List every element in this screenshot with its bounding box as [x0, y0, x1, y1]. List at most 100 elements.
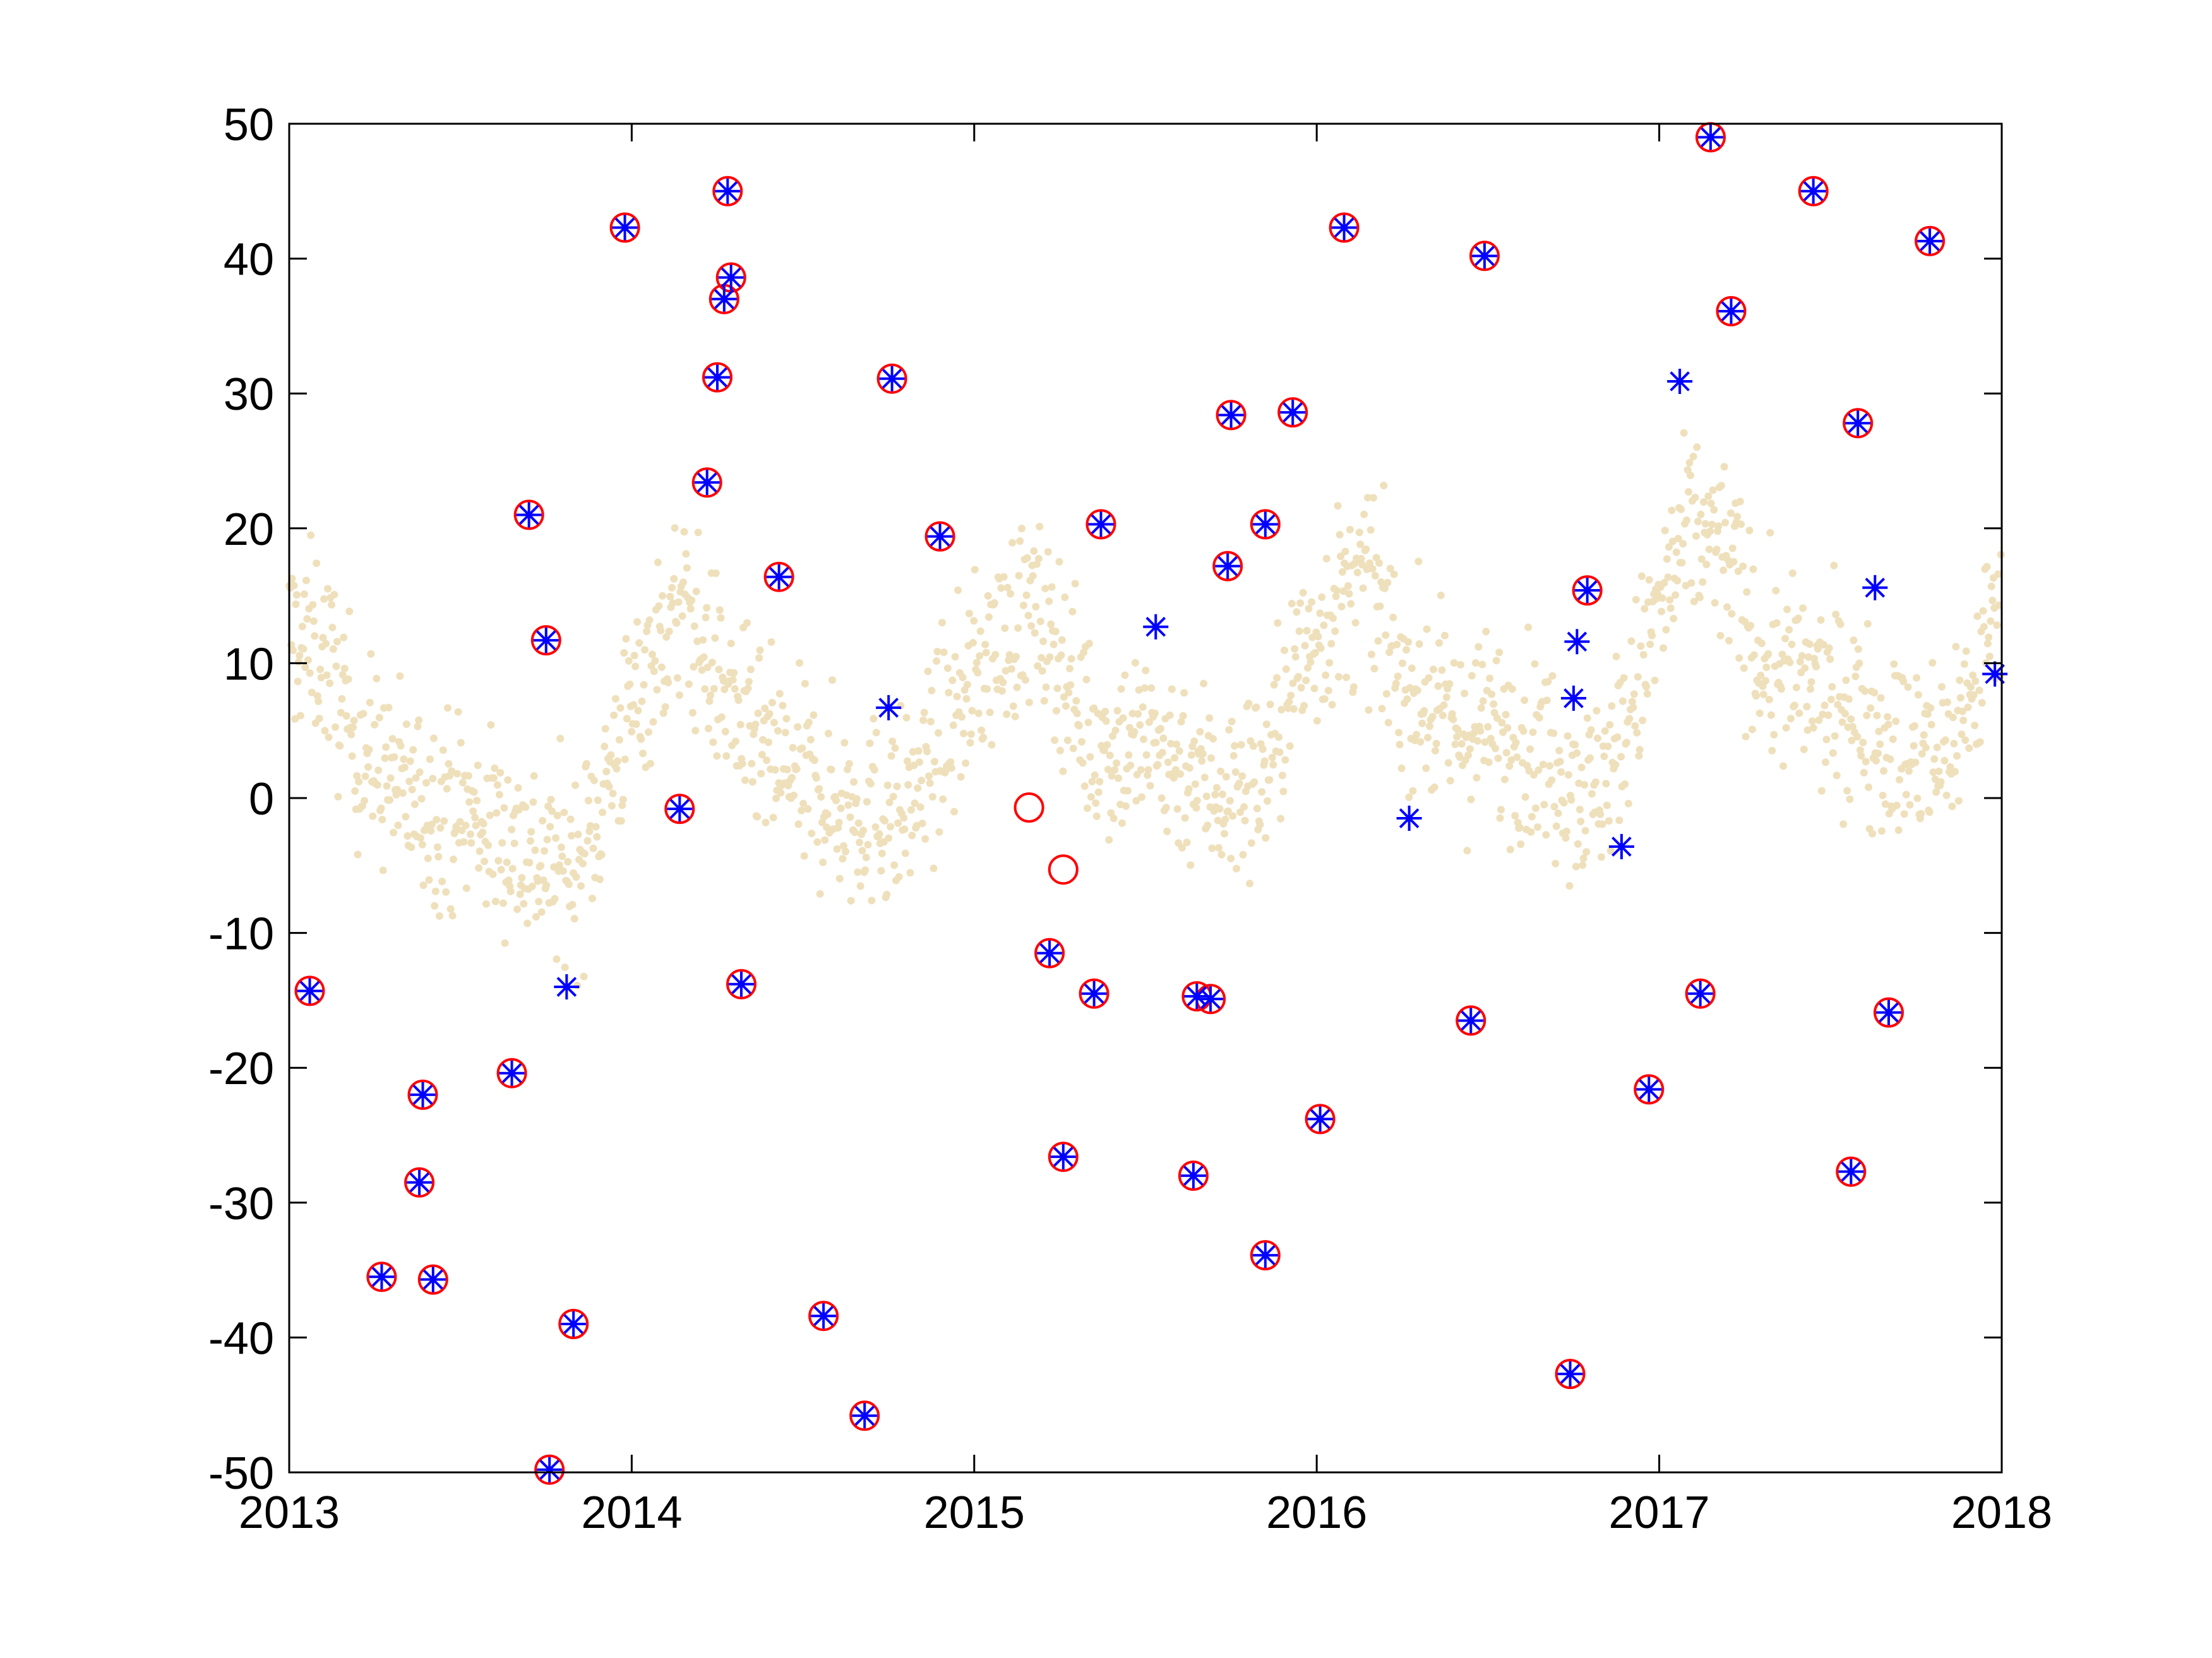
background-point	[807, 736, 815, 744]
background-point	[1548, 672, 1557, 680]
background-point	[332, 662, 340, 671]
background-point	[553, 955, 561, 963]
background-point	[1059, 767, 1067, 775]
background-point	[982, 648, 990, 657]
background-point	[678, 612, 686, 620]
background-point	[565, 880, 573, 888]
background-point	[1717, 482, 1725, 490]
background-point	[1328, 701, 1336, 709]
background-point	[957, 773, 965, 781]
asterisk-marker	[1252, 1243, 1278, 1268]
background-point	[866, 780, 875, 788]
background-point	[458, 778, 467, 787]
background-point	[381, 754, 389, 762]
background-point	[1577, 818, 1585, 825]
background-point	[1270, 681, 1278, 689]
background-point	[1027, 622, 1036, 630]
background-point	[693, 637, 702, 645]
asterisk-marker	[554, 974, 580, 1000]
background-point	[1706, 527, 1714, 535]
background-point	[1956, 676, 1964, 684]
background-point	[1933, 743, 1941, 751]
background-point	[854, 819, 863, 827]
background-point	[1987, 617, 1995, 625]
background-point	[645, 728, 652, 736]
background-point	[330, 590, 338, 599]
background-point	[1646, 640, 1654, 648]
background-point	[1506, 845, 1514, 854]
background-point	[1750, 651, 1758, 659]
background-point	[1370, 494, 1377, 502]
background-point	[979, 734, 988, 742]
background-point	[1637, 642, 1645, 650]
background-point	[648, 650, 656, 659]
background-point	[823, 823, 831, 832]
background-point	[610, 711, 618, 719]
background-point	[385, 703, 393, 712]
background-point	[1162, 804, 1170, 812]
background-point	[674, 598, 683, 606]
background-point	[794, 723, 802, 731]
background-point	[985, 613, 993, 621]
background-point	[844, 801, 852, 809]
background-point	[1055, 558, 1063, 566]
asterisk-marker	[369, 1264, 395, 1290]
background-point	[1142, 666, 1150, 674]
asterisk-marker	[1396, 806, 1422, 832]
x-tick-label: 2015	[924, 1488, 1025, 1538]
background-point	[1337, 552, 1344, 561]
background-point	[651, 657, 659, 665]
background-point	[1061, 593, 1069, 601]
circle-marker	[1634, 1074, 1665, 1105]
background-point	[1425, 674, 1433, 682]
asterisk-marker	[1561, 685, 1586, 711]
background-point	[1951, 768, 1959, 776]
background-point	[1643, 689, 1651, 698]
background-point	[699, 636, 707, 644]
background-point	[633, 618, 642, 626]
y-tick-label: -10	[208, 909, 274, 960]
asterisk-marker	[728, 971, 754, 997]
background-point	[1527, 828, 1535, 836]
background-point	[1950, 739, 1958, 748]
background-point	[1902, 790, 1910, 799]
background-point	[1346, 525, 1354, 534]
background-point	[794, 820, 803, 828]
background-point	[1403, 695, 1411, 703]
background-point	[1737, 520, 1745, 528]
background-point	[1521, 696, 1529, 705]
background-point	[701, 685, 709, 693]
background-point	[1357, 554, 1365, 563]
background-point	[427, 820, 436, 828]
background-point	[1368, 564, 1377, 573]
background-point	[765, 738, 773, 746]
background-point	[967, 730, 975, 738]
background-point	[1450, 659, 1458, 667]
background-point	[315, 715, 323, 722]
background-point	[1222, 773, 1230, 781]
background-point	[717, 614, 725, 622]
background-point	[345, 607, 354, 616]
background-point	[647, 760, 654, 768]
background-point	[1366, 559, 1374, 567]
background-point	[579, 859, 587, 868]
background-point	[1065, 689, 1073, 696]
background-point	[1090, 704, 1098, 712]
y-tick-label: 40	[224, 235, 274, 285]
background-point	[527, 837, 534, 845]
circle-marker	[1843, 408, 1874, 439]
background-point	[1395, 729, 1403, 737]
background-point	[666, 592, 674, 600]
background-point	[1713, 546, 1721, 554]
asterisk-marker	[420, 1267, 446, 1292]
background-point	[1683, 516, 1690, 524]
background-point	[639, 749, 647, 758]
background-point	[566, 815, 575, 823]
background-point	[947, 764, 955, 772]
background-point	[1080, 648, 1088, 657]
background-point	[1084, 804, 1091, 813]
background-point	[1602, 780, 1610, 788]
background-point	[1841, 710, 1849, 718]
background-point	[429, 734, 438, 743]
background-point	[1556, 758, 1564, 766]
